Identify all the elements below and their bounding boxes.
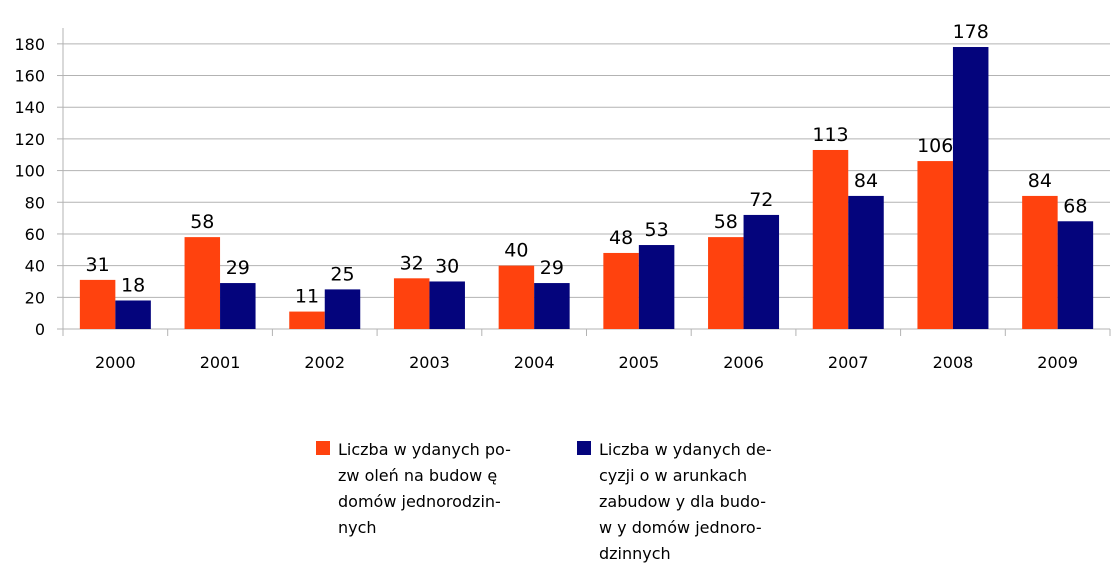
legend-swatch [316,441,330,455]
value-label: 29 [226,257,250,279]
bar [917,161,953,329]
value-label: 84 [1028,170,1052,192]
y-tick-label: 60 [25,225,45,244]
value-label: 72 [749,189,773,211]
bar [79,279,116,329]
legend-label: Liczba w ydanych po-zw oleń na budow ę do… [338,440,511,537]
x-tick-label: 2005 [618,353,659,372]
bar [638,245,675,329]
bar [743,214,780,329]
value-label: 68 [1063,195,1087,217]
y-tick-label: 160 [14,67,45,86]
value-label: 40 [504,240,528,262]
bar [534,283,570,329]
bar [324,289,361,329]
bar [393,278,430,329]
value-label: 30 [435,255,459,277]
legend-swatch [577,441,591,455]
value-label: 58 [190,211,214,233]
x-tick-label: 2009 [1037,353,1078,372]
bar [812,149,849,329]
y-tick-label: 0 [35,320,45,339]
value-label: 178 [953,21,989,43]
bar [115,300,151,329]
bar [1057,221,1094,329]
y-tick-label: 120 [14,130,45,149]
x-tick-label: 2004 [514,353,555,372]
value-label: 32 [400,252,424,274]
x-tick-label: 2003 [409,353,450,372]
bar [603,252,639,329]
value-label: 58 [714,211,738,233]
value-label: 48 [609,227,633,249]
value-label: 25 [330,263,354,285]
y-tick-label: 100 [14,162,45,181]
x-tick-label: 2006 [723,353,764,372]
value-label: 84 [854,170,878,192]
y-tick-label: 80 [25,193,45,212]
bar [848,195,884,329]
bar [220,283,256,329]
value-label: 53 [645,219,669,241]
x-tick-label: 2008 [933,353,974,372]
legend-label: Liczba w ydanych de-cyzji o w arunkach za… [599,440,772,563]
bar [498,265,535,329]
y-tick-label: 140 [14,98,45,117]
x-tick-label: 2000 [95,353,136,372]
x-tick-label: 2001 [200,353,241,372]
bar [184,237,221,329]
bar [708,237,744,329]
bar [1022,195,1058,329]
bar [289,311,325,329]
bar [429,281,465,329]
y-tick-label: 40 [25,257,45,276]
value-label: 29 [540,257,564,279]
value-label: 106 [917,135,953,157]
value-label: 113 [812,124,848,146]
x-tick-label: 2007 [828,353,869,372]
y-tick-label: 20 [25,288,45,307]
y-tick-label: 180 [14,35,45,54]
bar [952,47,989,329]
value-label: 11 [295,286,319,308]
x-tick-label: 2002 [304,353,345,372]
value-label: 18 [121,274,145,296]
value-label: 31 [86,254,110,276]
